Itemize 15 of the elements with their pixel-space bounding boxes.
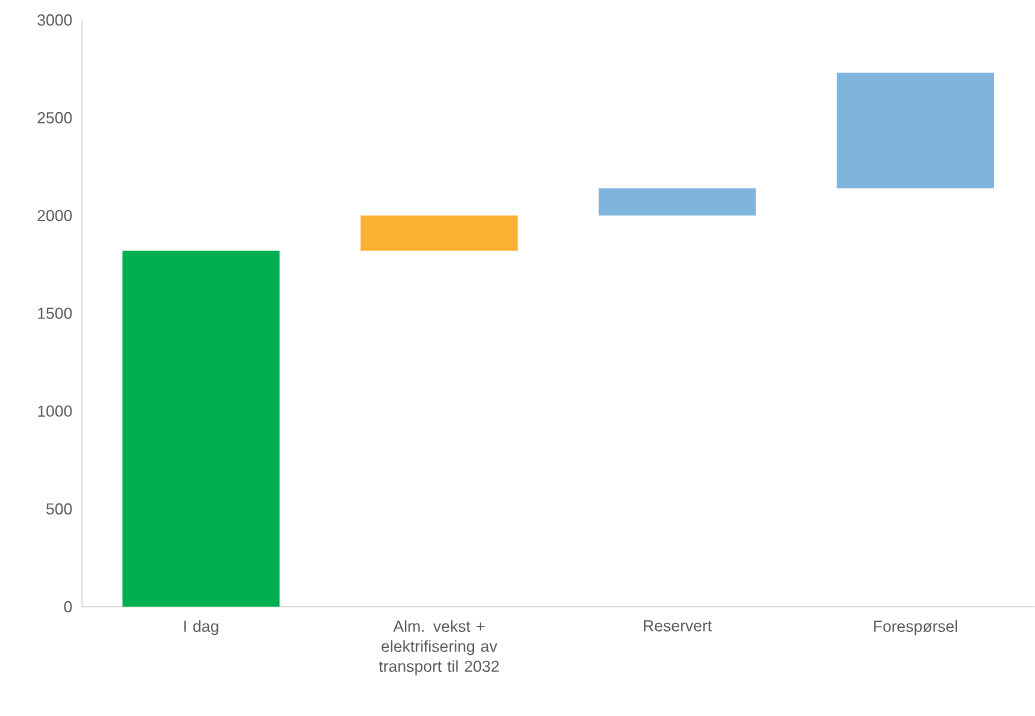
x-tick-label: Reservert [643, 620, 712, 632]
y-tick-label: 500 [46, 503, 72, 515]
y-tick-label: 0 [64, 601, 72, 613]
x-tick-label: I dag [184, 620, 219, 636]
y-tick-label: 1500 [38, 307, 72, 320]
bar [836, 72, 995, 189]
y-tick-label: 2000 [37, 210, 72, 222]
y-tick-label: 3000 [37, 14, 72, 26]
x-tick-label: Alm. vekst + elektrifisering av transport til 2032 [378, 620, 499, 676]
x-tick-label: Forespørsel [874, 620, 958, 636]
bar [360, 215, 518, 251]
bar [598, 188, 756, 216]
y-tick-label: 2500 [37, 112, 72, 124]
bar [122, 250, 280, 607]
y-tick-label: 1000 [38, 405, 72, 417]
